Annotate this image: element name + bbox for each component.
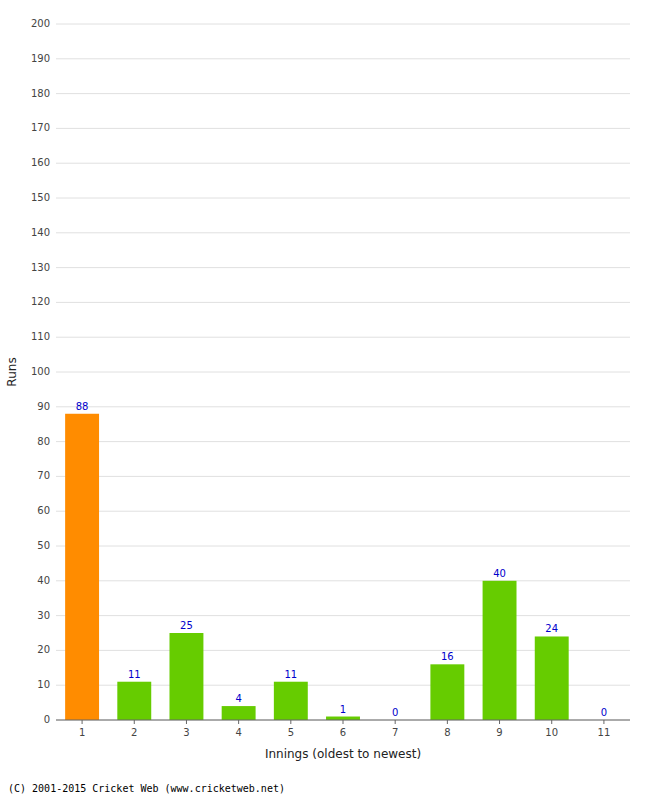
data-labels: 881125411101640240 bbox=[76, 401, 607, 718]
y-tick-label: 100 bbox=[31, 366, 50, 377]
bar bbox=[274, 682, 308, 720]
x-tick-label: 11 bbox=[598, 727, 611, 738]
y-tick-label: 170 bbox=[31, 122, 50, 133]
grid-line bbox=[56, 441, 630, 442]
chart: 0102030405060708090100110120130140150160… bbox=[0, 0, 650, 800]
bar bbox=[430, 664, 464, 720]
data-label: 40 bbox=[493, 568, 506, 579]
x-axis-label: Innings (oldest to newest) bbox=[265, 747, 421, 761]
data-label: 11 bbox=[128, 669, 141, 680]
bar bbox=[222, 706, 256, 720]
grid-line bbox=[56, 302, 630, 303]
grid-line bbox=[56, 267, 630, 268]
grid-line bbox=[56, 163, 630, 164]
x-tick bbox=[499, 720, 500, 724]
bar bbox=[65, 414, 99, 720]
grid-line bbox=[56, 198, 630, 199]
data-label: 0 bbox=[392, 707, 398, 718]
y-tick-label: 0 bbox=[44, 714, 50, 725]
grid-line bbox=[56, 24, 630, 25]
grid-line bbox=[56, 406, 630, 407]
grid-line bbox=[56, 615, 630, 616]
grid-line bbox=[56, 511, 630, 512]
y-axis-label: Runs bbox=[5, 357, 19, 386]
grid-line bbox=[56, 58, 630, 59]
y-tick-label: 10 bbox=[37, 679, 50, 690]
bar bbox=[326, 717, 360, 720]
y-tick-label: 40 bbox=[37, 575, 50, 586]
grid-line bbox=[56, 476, 630, 477]
x-tick-label: 7 bbox=[392, 727, 398, 738]
y-tick-label: 150 bbox=[31, 192, 50, 203]
y-tick-label: 190 bbox=[31, 53, 50, 64]
data-label: 25 bbox=[180, 620, 193, 631]
x-tick bbox=[238, 720, 239, 724]
x-tick bbox=[134, 720, 135, 724]
data-label: 88 bbox=[76, 401, 89, 412]
y-tick-label: 90 bbox=[37, 401, 50, 412]
x-tick bbox=[395, 720, 396, 724]
x-tick bbox=[551, 720, 552, 724]
x-tick bbox=[343, 720, 344, 724]
bar bbox=[535, 636, 569, 720]
y-tick-label: 160 bbox=[31, 157, 50, 168]
y-tick-label: 60 bbox=[37, 505, 50, 516]
y-tick-label: 70 bbox=[37, 470, 50, 481]
y-tick-label: 180 bbox=[31, 88, 50, 99]
x-tick bbox=[186, 720, 187, 724]
x-tick-label: 1 bbox=[79, 727, 85, 738]
x-axis: 1 2 3 4 5 6 7 8 9 10 11 bbox=[56, 720, 630, 738]
y-tick-label: 30 bbox=[37, 610, 50, 621]
y-tick-label: 120 bbox=[31, 296, 50, 307]
bar bbox=[169, 633, 203, 720]
y-tick-label: 200 bbox=[31, 18, 50, 29]
data-label: 16 bbox=[441, 651, 454, 662]
data-label: 4 bbox=[235, 693, 241, 704]
y-axis: 0102030405060708090100110120130140150160… bbox=[31, 18, 630, 725]
x-tick-label: 10 bbox=[545, 727, 558, 738]
grid-line bbox=[56, 232, 630, 233]
x-tick-label: 5 bbox=[288, 727, 294, 738]
x-tick-label: 8 bbox=[444, 727, 450, 738]
grid-line bbox=[56, 93, 630, 94]
x-tick bbox=[603, 720, 604, 724]
bars bbox=[65, 414, 569, 720]
bar bbox=[483, 581, 517, 720]
x-tick-label: 2 bbox=[131, 727, 137, 738]
y-tick-label: 130 bbox=[31, 262, 50, 273]
grid-line bbox=[56, 580, 630, 581]
y-tick-label: 110 bbox=[31, 331, 50, 342]
y-tick-label: 50 bbox=[37, 540, 50, 551]
x-tick-label: 9 bbox=[496, 727, 502, 738]
x-tick-label: 4 bbox=[235, 727, 241, 738]
x-tick-label: 3 bbox=[183, 727, 189, 738]
grid-line bbox=[56, 128, 630, 129]
x-tick bbox=[82, 720, 83, 724]
data-label: 1 bbox=[340, 704, 346, 715]
data-label: 11 bbox=[284, 669, 297, 680]
grid-line bbox=[56, 372, 630, 373]
x-tick bbox=[447, 720, 448, 724]
y-tick-label: 80 bbox=[37, 436, 50, 447]
footer: (C) 2001-2015 Cricket Web (www.cricketwe… bbox=[8, 783, 285, 794]
bar bbox=[117, 682, 151, 720]
data-label: 0 bbox=[601, 707, 607, 718]
x-tick-label: 6 bbox=[340, 727, 346, 738]
y-tick-label: 140 bbox=[31, 227, 50, 238]
y-tick-label: 20 bbox=[37, 644, 50, 655]
grid-line bbox=[56, 546, 630, 547]
grid-line bbox=[56, 337, 630, 338]
x-tick bbox=[290, 720, 291, 724]
data-label: 24 bbox=[545, 623, 558, 634]
